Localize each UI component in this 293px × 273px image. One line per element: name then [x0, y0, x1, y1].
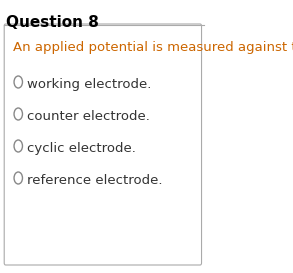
Text: Question 8: Question 8	[6, 15, 98, 30]
Circle shape	[14, 140, 23, 152]
Circle shape	[14, 172, 23, 184]
Text: working electrode.: working electrode.	[27, 78, 151, 91]
Circle shape	[14, 108, 23, 120]
Text: reference electrode.: reference electrode.	[27, 174, 162, 187]
Text: counter electrode.: counter electrode.	[27, 110, 149, 123]
Circle shape	[14, 76, 23, 88]
Text: cyclic electrode.: cyclic electrode.	[27, 142, 136, 155]
FancyBboxPatch shape	[4, 24, 202, 265]
Text: An applied potential is measured against the: An applied potential is measured against…	[13, 41, 293, 54]
